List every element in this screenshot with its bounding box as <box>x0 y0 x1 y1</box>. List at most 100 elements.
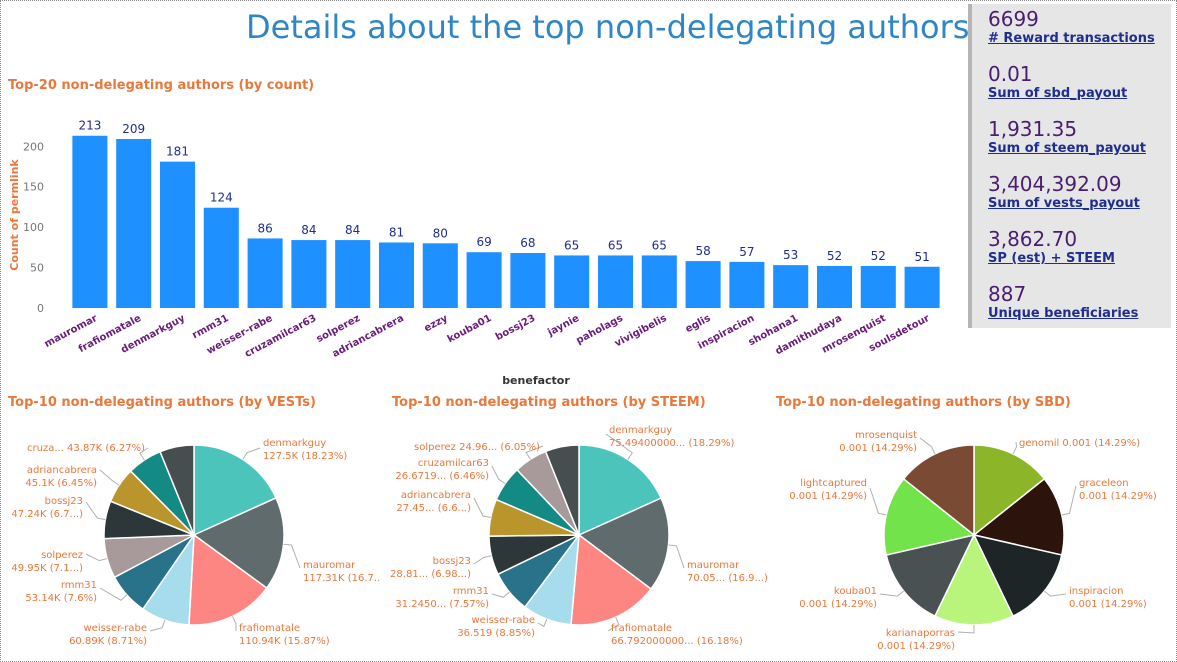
pie-slice[interactable] <box>883 477 976 556</box>
card-unique-beneficiaries[interactable]: 887 Unique beneficiaries <box>988 283 1173 323</box>
bar-value-label: 84 <box>345 223 360 237</box>
pie-slice[interactable] <box>972 533 1063 618</box>
bar[interactable] <box>203 207 239 308</box>
pie-value-label: 45.1K (6.45%) <box>25 478 97 489</box>
vests-pie-chart[interactable]: denmarkguy 127.5K (18.23%) mauromar 117.31K… <box>0 418 380 658</box>
pie-value-label: 27.45... (6.6...) <box>396 503 471 514</box>
bar[interactable] <box>904 266 940 308</box>
pie-slice[interactable] <box>885 533 976 618</box>
pie-value-label: 53.14K (7.6%) <box>25 593 97 604</box>
leader-line <box>99 587 128 601</box>
bar[interactable] <box>247 238 283 308</box>
pie-value-label: 0.001 (14.29%) <box>877 641 955 652</box>
steem-pie-title: Top-10 non-delegating authors (by STEEM) <box>392 395 706 410</box>
bar[interactable] <box>510 253 546 308</box>
card-label: # Reward transactions <box>988 31 1155 46</box>
bar[interactable] <box>554 255 590 308</box>
card-sp-steem[interactable]: 3,862.70 SP (est) + STEEM <box>988 228 1173 268</box>
card-label: Sum of sbd_payout <box>988 86 1128 101</box>
leader-line <box>1061 485 1077 516</box>
bar[interactable] <box>641 255 677 308</box>
card-vests-payout[interactable]: 3,404,392.09 Sum of vests_payout <box>988 173 1173 213</box>
bar[interactable] <box>291 240 327 308</box>
page-title: Details about the top non-delegating aut… <box>246 8 970 46</box>
pie-label: inspiracion <box>1069 586 1123 597</box>
bar-value-label: 124 <box>210 191 233 205</box>
pie-value-label: 75.49400000... (18.29%) <box>609 438 735 449</box>
pie-value-label: 28.81... (6.98...) <box>390 569 471 580</box>
bar-value-label: 81 <box>389 225 404 239</box>
pie-value-label: 47.24K (6.7...) <box>11 509 83 520</box>
leader-line <box>99 469 120 486</box>
bar-value-label: 69 <box>476 235 491 249</box>
leader-line <box>149 619 166 632</box>
bar[interactable] <box>816 265 853 308</box>
sbd-pie-chart[interactable]: genomil 0.001 (14.29%) graceleon 0.001 (14… <box>772 418 1172 658</box>
y-tick-label: 200 <box>23 140 44 153</box>
kpi-card-panel: 6699 # Reward transactions 0.01 Sum of s… <box>968 4 1171 328</box>
pie-slice[interactable] <box>544 444 580 536</box>
pie-label: rmm31 <box>453 586 489 597</box>
bar-value-label: 53 <box>783 248 798 262</box>
bar[interactable] <box>685 261 721 308</box>
pie-slice[interactable] <box>902 444 975 537</box>
bar[interactable] <box>116 138 152 308</box>
bar[interactable] <box>860 265 896 308</box>
bar[interactable] <box>466 252 502 308</box>
sbd-pie-title: Top-10 non-delegating authors (by SBD) <box>776 395 1071 410</box>
leader-line <box>869 487 887 516</box>
card-value: 0.01 <box>988 62 1033 86</box>
pie-value-label: 0.001 (14.29%) <box>1079 491 1157 502</box>
pie-slice[interactable] <box>577 497 670 591</box>
bar-value-label: 80 <box>433 226 448 240</box>
pie-slice[interactable] <box>972 477 1065 556</box>
vests-pie-title: Top-10 non-delegating authors (by VESTs) <box>8 395 316 410</box>
leader-line <box>85 553 108 562</box>
pie-value-label: 0.001 (14.29%) <box>839 443 917 454</box>
pie-label: kouba01 <box>834 586 877 597</box>
bar[interactable] <box>597 255 634 308</box>
x-axis-label: benefactor <box>502 374 570 387</box>
pie-slice[interactable] <box>192 496 285 590</box>
x-tick-label: kouba01 <box>446 313 494 345</box>
bar[interactable] <box>335 240 371 308</box>
card-steem-payout[interactable]: 1,931.35 Sum of steem_payout <box>988 118 1173 158</box>
bar-value-label: 52 <box>871 249 886 263</box>
leader-line <box>139 447 149 461</box>
pie-value-label: 36.519 (8.85%) <box>457 628 535 639</box>
bar-value-label: 65 <box>652 238 667 252</box>
leader-line <box>232 616 237 632</box>
x-tick-label: ezzy <box>423 313 451 335</box>
pie-label: lightcaptured <box>800 478 867 489</box>
bar[interactable] <box>72 135 108 308</box>
leader-line <box>607 617 620 632</box>
bar-value-label: 58 <box>695 244 710 258</box>
bar[interactable] <box>422 243 458 308</box>
pie-label: weisser-rabe <box>471 615 535 626</box>
bar[interactable] <box>159 161 196 308</box>
pie-label: bossj23 <box>45 496 83 507</box>
pie-value-label: 0.001 (14.29%) <box>1069 599 1147 610</box>
bar[interactable] <box>773 265 809 308</box>
card-sbd-payout[interactable]: 0.01 Sum of sbd_payout <box>988 63 1173 103</box>
pie-value-label: 26.6719... (6.46%) <box>395 471 489 482</box>
pie-slice[interactable] <box>159 444 195 536</box>
x-tick-label: eglis <box>684 313 713 335</box>
steem-pie-chart[interactable]: denmarkguy 75.49400000... (18.29%) mauroma… <box>388 418 768 658</box>
pie-slice[interactable] <box>933 533 1015 626</box>
leader-line <box>605 433 633 460</box>
bar[interactable] <box>378 242 415 308</box>
pie-slice[interactable] <box>973 444 1046 537</box>
pie-slice[interactable] <box>578 444 663 537</box>
pie-slice[interactable] <box>193 444 277 537</box>
card-label: SP (est) + STEEM <box>988 251 1115 266</box>
card-value: 6699 <box>988 7 1039 31</box>
card-reward-transactions[interactable]: 6699 # Reward transactions <box>988 8 1173 48</box>
pie-label: mauromar <box>687 560 740 571</box>
pie-label: rmm31 <box>61 580 97 591</box>
pie-label: adriancabrera <box>27 465 97 476</box>
card-label: Sum of vests_payout <box>988 196 1140 211</box>
bar[interactable] <box>729 261 765 308</box>
leader-line <box>879 590 904 597</box>
